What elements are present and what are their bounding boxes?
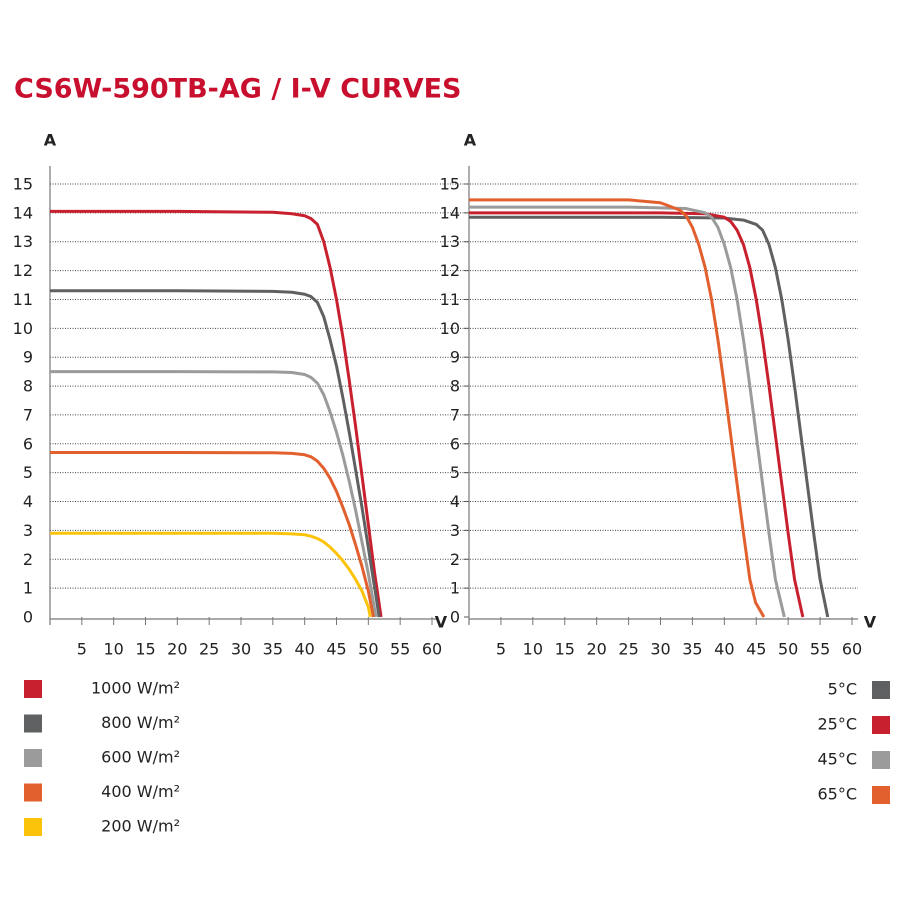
x-tick-label: 50	[778, 640, 798, 659]
legend-label: 200 W/m²	[101, 817, 180, 836]
y-tick-label: 4	[23, 492, 33, 511]
x-tick-label: 40	[294, 640, 314, 659]
y-tick-label: 3	[23, 521, 33, 540]
x-tick-label: 45	[326, 640, 346, 659]
x-tick-label: 25	[199, 640, 219, 659]
y-tick-label: 13	[13, 232, 33, 251]
y-tick-label: 4	[450, 492, 460, 511]
iv-curve	[50, 289, 381, 618]
x-axis-title: V	[864, 613, 877, 632]
legend-label: 800 W/m²	[101, 713, 180, 732]
x-tick-label: 55	[810, 640, 830, 659]
x-tick-label: 10	[103, 640, 123, 659]
x-tick-label: 60	[842, 640, 862, 659]
y-tick-label: 8	[23, 377, 33, 396]
y-tick-label: 10	[440, 319, 460, 338]
x-tick-label: 60	[422, 640, 442, 659]
y-tick-label: 13	[440, 232, 460, 251]
legend-swatch	[24, 714, 42, 733]
legend-label: 65°C	[817, 785, 857, 804]
legend-swatch	[872, 681, 890, 699]
x-tick-label: 35	[263, 640, 283, 659]
y-tick-label: 12	[440, 261, 460, 280]
legend-label: 600 W/m²	[101, 748, 180, 767]
x-tick-label: 35	[682, 640, 702, 659]
y-tick-label: 9	[23, 348, 33, 367]
y-tick-label: 5	[23, 463, 33, 482]
iv-curve	[50, 450, 375, 618]
x-tick-label: 30	[650, 640, 670, 659]
legend-label: 25°C	[817, 715, 857, 734]
x-tick-label: 5	[77, 640, 87, 659]
y-tick-label: 15	[440, 175, 460, 194]
figure-title: CS6W-590TB-AG / I-V CURVES	[14, 74, 462, 105]
y-tick-label: 6	[450, 434, 460, 453]
y-axis-title: A	[464, 131, 477, 150]
x-tick-label: 20	[586, 640, 606, 659]
y-tick-label: 14	[440, 203, 460, 222]
iv-curve	[469, 211, 805, 618]
x-tick-label: 45	[746, 640, 766, 659]
x-tick-label: 40	[714, 640, 734, 659]
legend-swatch	[872, 716, 890, 734]
y-tick-label: 12	[13, 261, 33, 280]
legend-label: 400 W/m²	[101, 782, 180, 801]
x-tick-label: 10	[523, 640, 543, 659]
x-tick-label: 15	[135, 640, 155, 659]
y-tick-label: 0	[23, 608, 33, 627]
x-tick-label: 15	[555, 640, 575, 659]
iv-curve	[50, 370, 378, 618]
y-tick-label: 6	[23, 434, 33, 453]
y-tick-label: 11	[13, 290, 33, 309]
legend-label: 45°C	[817, 750, 857, 769]
x-tick-label: 5	[496, 640, 506, 659]
iv-curve	[50, 531, 372, 618]
legend-swatch	[24, 783, 42, 802]
y-tick-label: 7	[450, 405, 460, 424]
y-tick-label: 14	[13, 203, 33, 222]
x-tick-label: 55	[390, 640, 410, 659]
y-tick-label: 9	[450, 348, 460, 367]
legend-label: 1000 W/m²	[91, 679, 180, 698]
y-tick-label: 11	[440, 290, 460, 309]
y-tick-label: 10	[13, 319, 33, 338]
y-tick-label: 15	[13, 175, 33, 194]
legend-label: 5°C	[828, 680, 857, 699]
x-axis-title: V	[435, 613, 448, 632]
y-tick-label: 2	[23, 550, 33, 569]
legend-swatch	[24, 749, 42, 767]
x-tick-label: 30	[231, 640, 251, 659]
y-tick-label: 3	[450, 521, 460, 540]
y-tick-label: 1	[450, 579, 460, 598]
legend-swatch	[24, 680, 42, 698]
y-tick-label: 8	[450, 377, 460, 396]
y-tick-label: 0	[450, 608, 460, 627]
x-tick-label: 50	[358, 640, 378, 659]
y-axis-title: A	[44, 131, 57, 150]
y-tick-label: 2	[450, 550, 460, 569]
iv-curve	[469, 198, 766, 618]
legend-swatch	[24, 818, 42, 836]
y-tick-label: 1	[23, 579, 33, 598]
x-tick-label: 20	[167, 640, 187, 659]
legend-swatch	[872, 751, 890, 769]
y-tick-label: 5	[450, 463, 460, 482]
legend-swatch	[872, 786, 890, 804]
iv-curve	[469, 205, 786, 618]
iv-curve	[469, 215, 830, 618]
y-tick-label: 7	[23, 405, 33, 424]
x-tick-label: 25	[618, 640, 638, 659]
iv-curve	[50, 209, 383, 618]
